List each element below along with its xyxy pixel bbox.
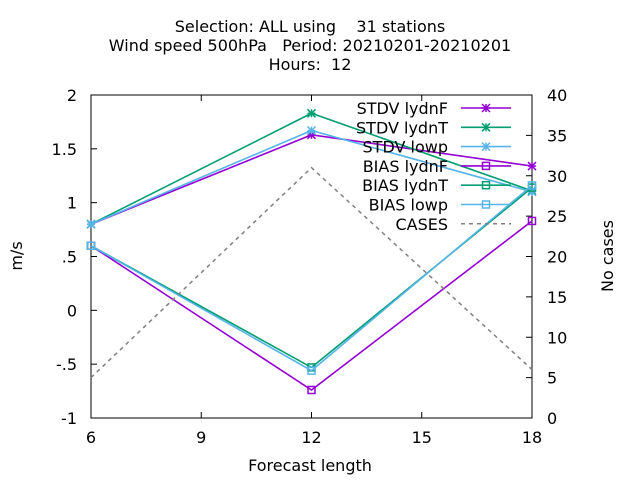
legend-entry: BIAS lowp bbox=[369, 196, 511, 215]
title-line: Hours: 12 bbox=[269, 55, 352, 74]
series-point bbox=[306, 108, 317, 118]
y2-axis-label: No cases bbox=[598, 220, 617, 292]
legend-entry: STDV lydnF bbox=[357, 99, 511, 118]
series-line bbox=[90, 129, 533, 225]
series-bias-lowp bbox=[86, 181, 537, 375]
y2-tick-label: 5 bbox=[547, 369, 557, 388]
series-point bbox=[481, 122, 491, 132]
series-point bbox=[481, 180, 491, 190]
series-point bbox=[306, 125, 317, 136]
series-line bbox=[90, 166, 533, 379]
series-point bbox=[481, 103, 491, 113]
legend-entry: CASES bbox=[395, 215, 511, 234]
x-tick-label: 15 bbox=[412, 428, 432, 447]
y2-tick-label: 30 bbox=[547, 167, 567, 186]
y2-tick-label: 10 bbox=[547, 328, 567, 347]
plot-border bbox=[90, 94, 533, 419]
series-bias-lydnt bbox=[86, 183, 537, 372]
series-line bbox=[90, 134, 533, 225]
y2-tick-label: 0 bbox=[547, 409, 557, 428]
legend-label: BIAS lydnF bbox=[363, 157, 448, 176]
legend-entry: BIAS lydnT bbox=[362, 176, 511, 195]
y2-tick-label: 35 bbox=[547, 126, 567, 145]
legend-label: BIAS lowp bbox=[369, 196, 448, 215]
x-tick-label: 6 bbox=[86, 428, 96, 447]
y-axis: -1 -.5 0 .5 1 1.5 2 bbox=[52, 86, 97, 428]
series-point bbox=[86, 241, 96, 250]
series-stdv-lowp bbox=[86, 125, 537, 229]
y2-tick-label: 40 bbox=[547, 86, 567, 105]
x-axis-label: Forecast length bbox=[248, 456, 372, 475]
y2-tick-label: 20 bbox=[547, 248, 567, 267]
legend-label: CASES bbox=[395, 215, 448, 234]
y-tick-label: 0 bbox=[67, 301, 77, 320]
x-axis: 6 9 12 15 18 bbox=[86, 95, 542, 447]
legend-entry: STDV lydnT bbox=[356, 118, 511, 137]
series-line bbox=[90, 186, 533, 369]
y-tick-label: 1.5 bbox=[52, 140, 77, 159]
x-tick-label: 18 bbox=[522, 428, 542, 447]
y-tick-label: 2 bbox=[67, 86, 77, 105]
series-point bbox=[481, 142, 491, 152]
y-tick-label: -1 bbox=[61, 409, 77, 428]
y-axis-label: m/s bbox=[7, 241, 26, 270]
legend-label: STDV lowp bbox=[363, 138, 448, 157]
series-stdv-lydnf bbox=[86, 130, 537, 229]
x-tick-label: 9 bbox=[196, 428, 206, 447]
series-point bbox=[481, 161, 491, 171]
y2-tick-label: 25 bbox=[547, 207, 567, 226]
series-point bbox=[86, 219, 96, 229]
legend-label: STDV lydnF bbox=[357, 99, 448, 118]
y2-tick-label: 15 bbox=[547, 288, 567, 307]
title-line: Selection: ALL using 31 stations bbox=[175, 17, 445, 36]
y2-axis: 0 5 10 15 20 25 30 35 40 bbox=[526, 86, 567, 428]
y-tick-label: -.5 bbox=[56, 355, 77, 374]
series-cases bbox=[90, 166, 533, 379]
series-point bbox=[527, 216, 537, 226]
legend-entry: BIAS lydnF bbox=[363, 157, 511, 176]
x-tick-label: 12 bbox=[301, 428, 321, 447]
plot-area bbox=[90, 94, 533, 419]
legend-label: BIAS lydnT bbox=[362, 176, 448, 195]
legend-entry: STDV lowp bbox=[363, 138, 511, 157]
legend-label: STDV lydnT bbox=[356, 118, 448, 137]
series-point bbox=[527, 181, 537, 190]
title-line: Wind speed 500hPa Period: 20210201-20210… bbox=[109, 36, 511, 55]
series-line bbox=[90, 220, 533, 391]
series-point bbox=[481, 200, 491, 209]
series-layer bbox=[86, 108, 537, 395]
y-tick-label: 1 bbox=[67, 194, 77, 213]
series-line bbox=[90, 184, 533, 372]
series-point bbox=[527, 161, 537, 171]
series-point bbox=[307, 366, 316, 375]
series-point bbox=[307, 385, 316, 395]
y-tick-label: .5 bbox=[62, 248, 77, 267]
